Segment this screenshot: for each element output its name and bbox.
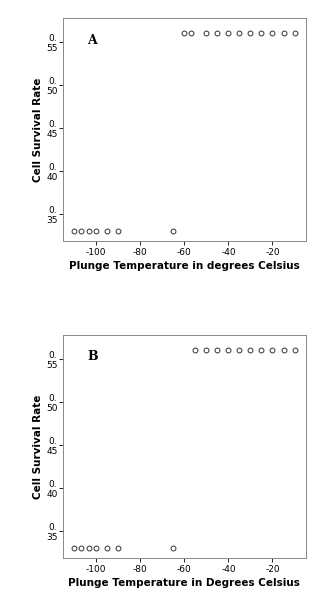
Text: B: B: [87, 350, 98, 364]
Y-axis label: Cell Survival Rate: Cell Survival Rate: [33, 394, 43, 499]
X-axis label: Plunge Temperature in degrees Celsius: Plunge Temperature in degrees Celsius: [69, 261, 300, 271]
Text: A: A: [87, 34, 97, 47]
X-axis label: Plunge Temperature in Degrees Celsius: Plunge Temperature in Degrees Celsius: [68, 578, 300, 588]
Y-axis label: Cell Survival Rate: Cell Survival Rate: [33, 77, 43, 182]
